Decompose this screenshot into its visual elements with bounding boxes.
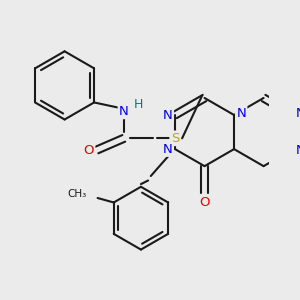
Text: N: N bbox=[163, 142, 173, 156]
Text: N: N bbox=[236, 107, 246, 120]
Text: O: O bbox=[84, 143, 94, 157]
Text: N: N bbox=[163, 109, 173, 122]
Text: CH₃: CH₃ bbox=[68, 188, 87, 199]
Text: H: H bbox=[134, 98, 143, 111]
Text: S: S bbox=[171, 132, 179, 145]
Text: N: N bbox=[296, 144, 300, 158]
Text: O: O bbox=[199, 196, 210, 209]
Text: N: N bbox=[119, 105, 129, 118]
Text: N: N bbox=[296, 107, 300, 120]
